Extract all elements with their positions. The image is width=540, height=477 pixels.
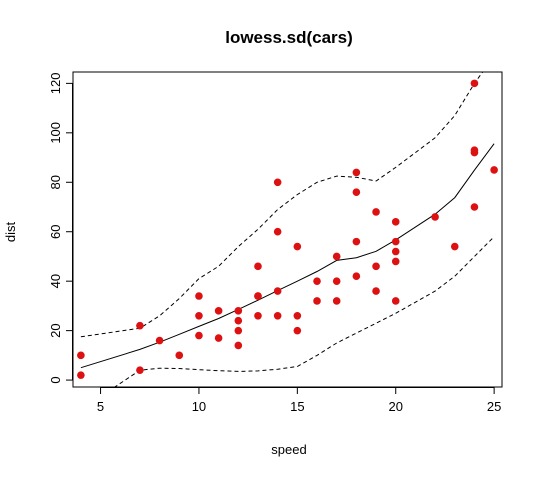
data-point bbox=[293, 242, 302, 251]
y-tick-label: 100 bbox=[48, 122, 63, 144]
data-point bbox=[195, 292, 203, 300]
data-point bbox=[470, 79, 479, 88]
data-point bbox=[372, 262, 380, 271]
data-point bbox=[77, 371, 85, 379]
data-point bbox=[254, 292, 262, 300]
x-tick-label: 20 bbox=[388, 399, 402, 414]
data-point bbox=[490, 166, 498, 174]
y-tick-label: 40 bbox=[48, 274, 63, 288]
data-point bbox=[391, 237, 400, 246]
data-point bbox=[313, 277, 321, 285]
plot-area: 5 10 15 20 25 0 20 40 60 80 100 120 bbox=[48, 71, 503, 414]
data-point bbox=[254, 262, 262, 271]
data-point bbox=[293, 326, 302, 335]
data-point bbox=[352, 168, 361, 177]
data-point bbox=[450, 242, 459, 251]
data-point bbox=[136, 366, 144, 374]
data-point bbox=[372, 208, 380, 216]
data-point bbox=[293, 311, 302, 320]
data-point bbox=[254, 311, 262, 320]
data-point bbox=[352, 188, 361, 196]
y-tick-label: 60 bbox=[48, 224, 63, 238]
data-point bbox=[234, 307, 243, 315]
x-tick-label: 10 bbox=[192, 399, 206, 414]
y-tick-label: 120 bbox=[48, 73, 63, 95]
curves bbox=[80, 72, 495, 387]
data-point bbox=[313, 297, 321, 305]
data-point bbox=[77, 351, 85, 360]
data-point bbox=[136, 321, 144, 330]
data-point bbox=[234, 341, 243, 350]
y-tick-label: 20 bbox=[48, 323, 63, 337]
data-point bbox=[175, 351, 184, 360]
data-point bbox=[234, 316, 243, 325]
data-point bbox=[391, 247, 400, 256]
data-point bbox=[214, 307, 223, 315]
x-tick-label: 25 bbox=[487, 399, 501, 414]
data-point bbox=[273, 227, 282, 236]
plot-frame bbox=[72, 71, 503, 388]
data-point bbox=[273, 287, 282, 295]
data-point bbox=[155, 336, 164, 345]
data-point bbox=[332, 297, 341, 305]
x-tick-label: 15 bbox=[290, 399, 304, 414]
data-point bbox=[332, 277, 341, 285]
data-point bbox=[431, 213, 439, 221]
lower-band-line bbox=[113, 236, 495, 387]
data-point bbox=[273, 178, 282, 187]
data-point bbox=[391, 297, 400, 305]
x-axis-label: speed bbox=[271, 442, 306, 457]
y-tick-label: 80 bbox=[48, 175, 63, 189]
chart-title: lowess.sd(cars) bbox=[225, 28, 353, 47]
data-point bbox=[352, 237, 361, 246]
data-point bbox=[391, 218, 400, 226]
data-point bbox=[470, 203, 479, 211]
data-point bbox=[195, 331, 203, 340]
data-point bbox=[214, 334, 223, 342]
data-point bbox=[195, 311, 203, 320]
data-point bbox=[470, 146, 479, 154]
data-point bbox=[391, 257, 400, 266]
data-point bbox=[273, 311, 282, 320]
lowess-line bbox=[80, 143, 495, 369]
upper-band-line bbox=[80, 72, 484, 338]
y-tick-label: 0 bbox=[48, 376, 63, 383]
y-axis-label: dist bbox=[3, 221, 18, 242]
x-tick-label: 5 bbox=[97, 399, 104, 414]
data-point bbox=[352, 272, 361, 281]
data-point bbox=[234, 326, 243, 335]
data-point bbox=[332, 252, 341, 261]
data-point bbox=[372, 287, 380, 295]
